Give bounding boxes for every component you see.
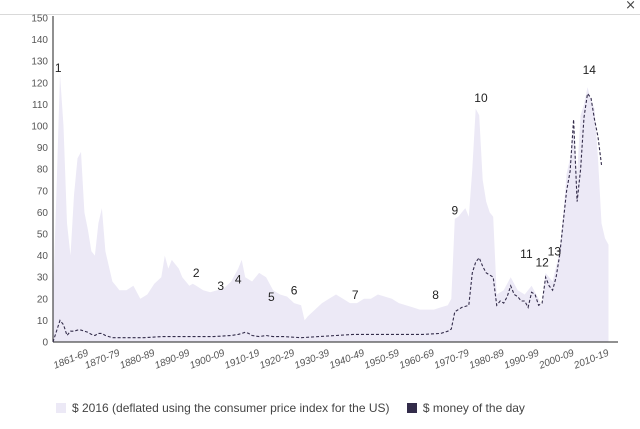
- x-tick-label: 1900-09: [188, 348, 227, 372]
- x-tick-label: 1930-39: [293, 348, 332, 372]
- x-tick-label: 1870-79: [83, 348, 122, 372]
- y-tick-label: 100: [31, 122, 48, 133]
- annotation-label: 5: [268, 290, 275, 304]
- x-tick-label: 1861-69: [52, 348, 91, 372]
- x-tick-label: 1980-89: [468, 348, 507, 372]
- legend-swatch-nominal: [406, 403, 417, 413]
- annotation-label: 2: [193, 266, 200, 280]
- y-tick-label: 150: [31, 14, 48, 25]
- annotation-label: 8: [432, 288, 439, 302]
- y-tick-label: 40: [37, 251, 49, 262]
- x-tick-label: 2010-19: [572, 348, 611, 372]
- y-tick-label: 30: [37, 273, 49, 284]
- y-tick-label: 140: [31, 35, 48, 46]
- legend: $ 2016 (deflated using the consumer pric…: [56, 401, 539, 416]
- annotation-label: 9: [451, 204, 458, 218]
- annotation-label: 11: [520, 247, 533, 261]
- annotation-label: 12: [535, 255, 549, 269]
- series-nominal-line: [52, 92, 603, 343]
- series-deflated-area: [53, 74, 609, 342]
- close-icon[interactable]: ×: [625, 0, 636, 13]
- x-tick-label: 1960-69: [398, 348, 437, 372]
- y-tick-label: 110: [32, 100, 48, 111]
- x-tick-label: 1910-19: [223, 348, 262, 372]
- annotation-label: 14: [583, 63, 597, 77]
- y-tick-label: 90: [37, 143, 49, 154]
- x-tick-label: 1880-89: [118, 348, 157, 372]
- legend-swatch-deflated: [56, 403, 66, 413]
- y-tick-label: 70: [37, 186, 49, 197]
- annotation-label: 3: [217, 279, 224, 293]
- annotation-label: 10: [474, 91, 488, 105]
- annotation-label: 7: [352, 288, 359, 302]
- annotation-label: 1: [55, 61, 62, 75]
- x-tick-label: 1890-99: [153, 348, 192, 372]
- area-layer: [53, 74, 609, 342]
- y-tick-label: 130: [31, 57, 48, 68]
- chart: 0102030405060708090100110120130140150186…: [31, 14, 618, 372]
- y-tick-label: 20: [37, 294, 49, 305]
- y-tick-label: 0: [42, 338, 48, 349]
- line-layer: [52, 92, 603, 343]
- annotation-label: 4: [235, 273, 242, 287]
- legend-item-nominal: $ money of the day: [406, 401, 525, 415]
- x-tick-label: 1990-99: [503, 348, 542, 372]
- y-tick-label: 80: [37, 165, 49, 176]
- annotation-label: 6: [291, 283, 298, 297]
- legend-label-deflated: $ 2016 (deflated using the consumer pric…: [72, 401, 390, 415]
- x-tick-label: 1920-29: [258, 348, 297, 372]
- legend-label-nominal: $ money of the day: [422, 401, 525, 415]
- legend-item-deflated: $ 2016 (deflated using the consumer pric…: [56, 401, 390, 415]
- top-divider: [0, 14, 640, 15]
- y-tick-label: 120: [31, 78, 48, 89]
- y-tick-label: 50: [37, 230, 49, 241]
- x-tick-label: 2000-09: [537, 348, 576, 372]
- x-tick-label: 1970-79: [433, 348, 472, 372]
- y-tick-label: 10: [37, 316, 49, 327]
- y-tick-label: 60: [37, 208, 49, 219]
- x-tick-label: 1950-59: [363, 348, 402, 372]
- annotation-label: 13: [548, 245, 562, 259]
- x-tick-label: 1940-49: [328, 348, 367, 372]
